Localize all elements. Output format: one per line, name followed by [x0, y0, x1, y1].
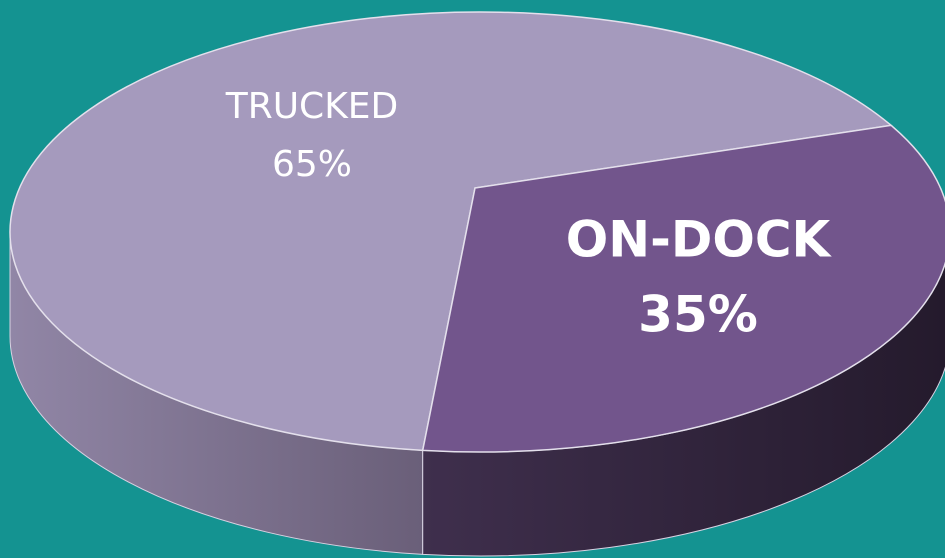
page: {"chart_data": {"type": "pie", "categori…: [0, 0, 945, 558]
category-label: TRUCKED: [225, 86, 399, 127]
value-label: 35%: [638, 286, 758, 344]
value-label: 65%: [272, 144, 352, 185]
chart: TRUCKED 65% ON-DOCK 35%: [0, 0, 945, 558]
category-label: ON-DOCK: [566, 211, 833, 269]
